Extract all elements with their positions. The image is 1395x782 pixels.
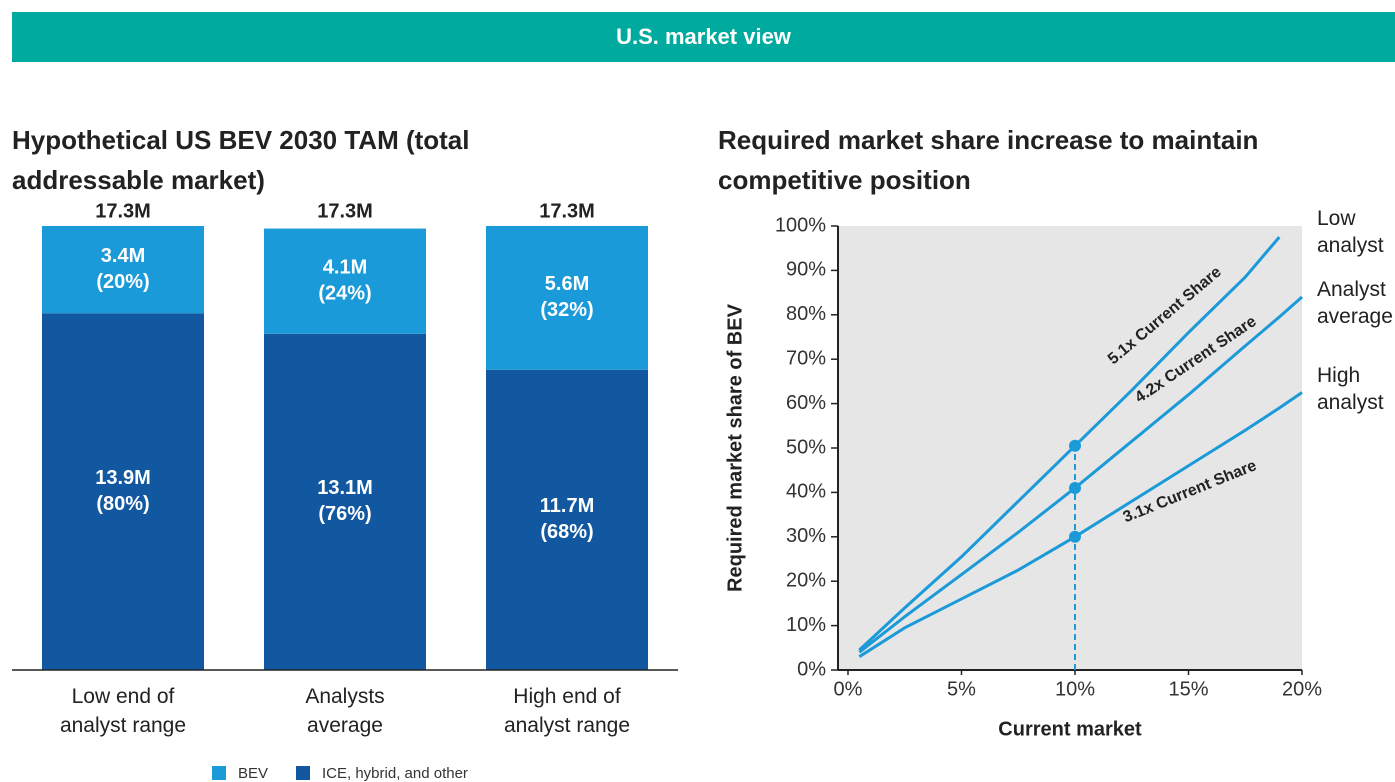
y-tick-label: 100% bbox=[775, 214, 826, 236]
x-tick-label: High end of analyst range bbox=[503, 685, 631, 737]
marker bbox=[1068, 530, 1081, 543]
share-label: (24%) bbox=[318, 282, 371, 304]
chart-title: Required market share increase to mainta… bbox=[718, 125, 1259, 195]
y-tick-label: 10% bbox=[786, 614, 826, 636]
x-tick-label: 5% bbox=[947, 678, 976, 700]
series-label: Analyst average bbox=[1317, 278, 1393, 328]
marker bbox=[1068, 481, 1081, 494]
y-tick-label: 0% bbox=[797, 658, 826, 680]
total-label: 17.3M bbox=[95, 200, 151, 222]
series-label: High analyst bbox=[1317, 364, 1384, 414]
y-tick-label: 60% bbox=[786, 392, 826, 414]
total-label: 17.3M bbox=[317, 200, 373, 222]
bar-segment bbox=[486, 226, 648, 370]
y-tick-label: 20% bbox=[786, 569, 826, 591]
value-label: 11.7M bbox=[540, 495, 594, 517]
marker bbox=[1068, 439, 1081, 452]
x-tick-label: Analysts average bbox=[305, 685, 385, 737]
x-axis-label: Current market bbox=[998, 718, 1142, 740]
y-axis-label: Required market share of BEV bbox=[724, 303, 746, 592]
x-tick-label: 15% bbox=[1168, 678, 1208, 700]
x-tick-label: 10% bbox=[1055, 678, 1095, 700]
legend-swatch bbox=[212, 766, 226, 780]
bar-segment bbox=[42, 313, 204, 670]
legend-label: BEV bbox=[238, 765, 268, 782]
value-label: 3.4M bbox=[101, 245, 145, 267]
y-tick-label: 30% bbox=[786, 525, 826, 547]
y-tick-label: 40% bbox=[786, 481, 826, 503]
value-label: 4.1M bbox=[323, 256, 367, 278]
share-label: (68%) bbox=[540, 521, 593, 543]
y-tick-label: 90% bbox=[786, 259, 826, 281]
y-tick-label: 70% bbox=[786, 347, 826, 369]
bar-segment bbox=[264, 333, 426, 670]
share-label: (80%) bbox=[96, 493, 149, 515]
x-tick-label: Low end of analyst range bbox=[59, 685, 187, 737]
series-label: Low analyst bbox=[1317, 207, 1384, 257]
y-tick-label: 50% bbox=[786, 436, 826, 458]
header-title: U.S. market view bbox=[12, 12, 1395, 62]
share-label: (76%) bbox=[318, 503, 371, 525]
y-tick-label: 80% bbox=[786, 303, 826, 325]
share-label: (20%) bbox=[96, 271, 149, 293]
share-label: (32%) bbox=[540, 299, 593, 321]
line bbox=[858, 295, 1303, 654]
x-tick-label: 0% bbox=[834, 678, 863, 700]
x-tick-label: 20% bbox=[1282, 678, 1322, 700]
chart-title: Hypothetical US BEV 2030 TAM (total addr… bbox=[12, 125, 470, 195]
total-label: 17.3M bbox=[539, 200, 595, 222]
value-label: 13.1M bbox=[317, 477, 373, 499]
line bbox=[858, 391, 1303, 658]
value-label: 13.9M bbox=[95, 467, 151, 489]
bar-segment bbox=[264, 228, 426, 334]
bar-segment bbox=[42, 226, 204, 314]
bar-segment bbox=[486, 369, 648, 670]
legend-label: ICE, hybrid, and other bbox=[322, 765, 468, 782]
legend-swatch bbox=[296, 766, 310, 780]
value-label: 5.6M bbox=[545, 273, 589, 295]
